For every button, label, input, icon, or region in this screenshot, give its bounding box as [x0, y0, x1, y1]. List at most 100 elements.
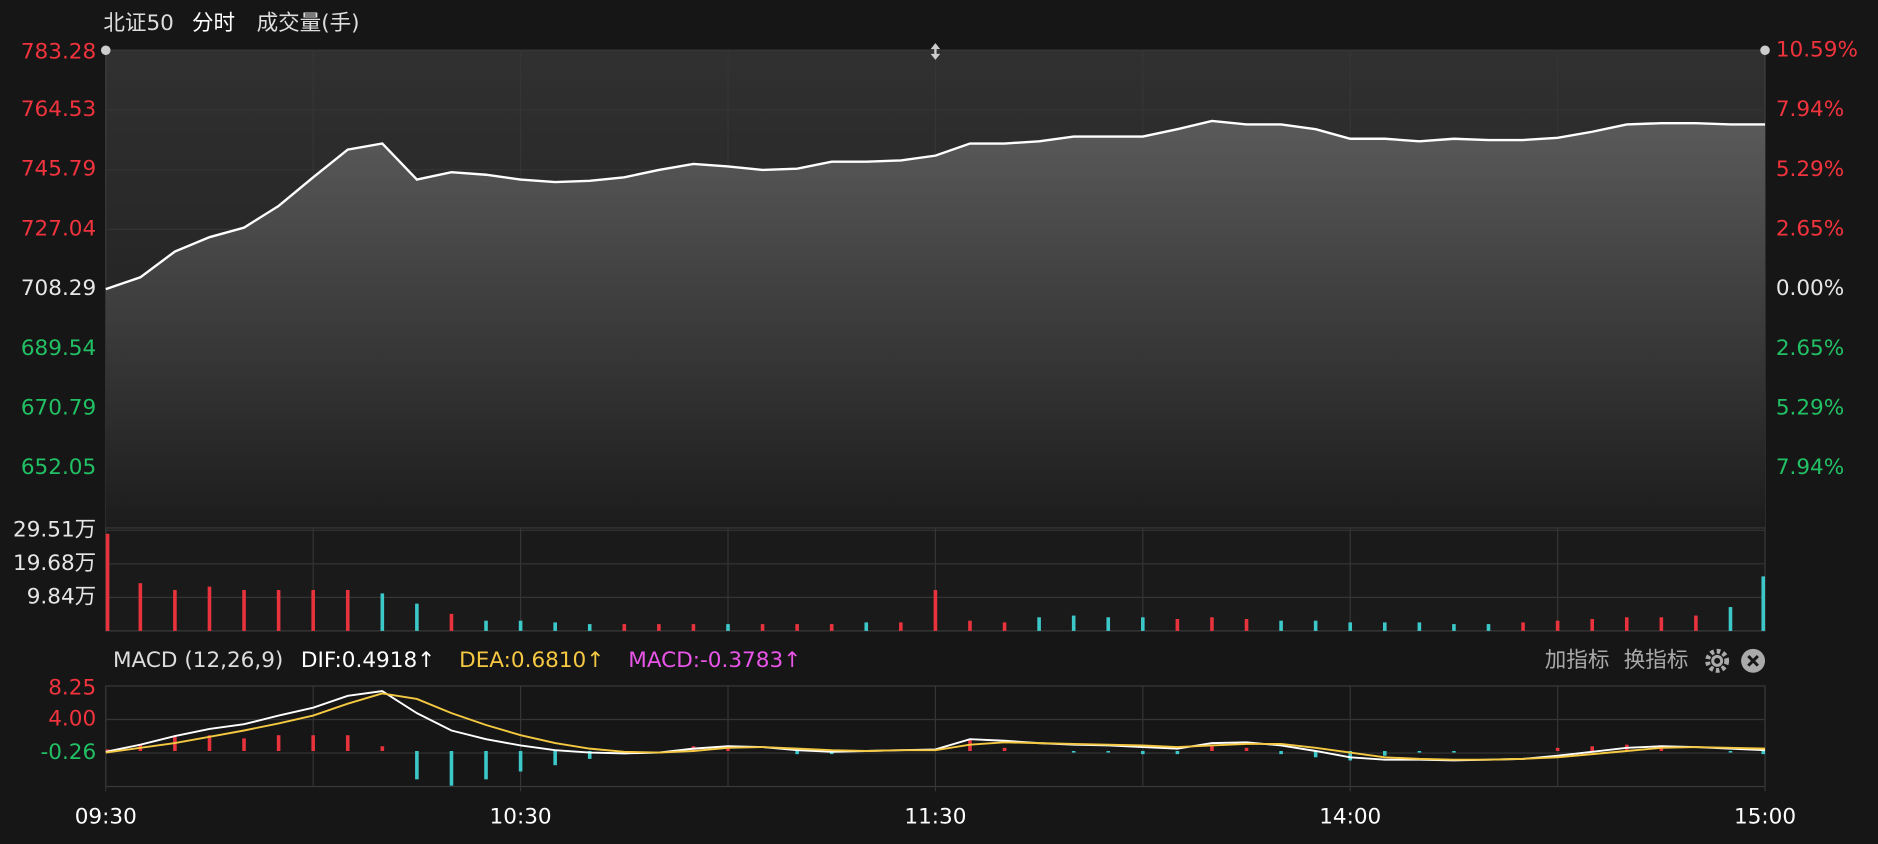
- volume-bar: [105, 533, 110, 631]
- volume-bar: [760, 624, 765, 631]
- resize-icon[interactable]: [930, 43, 941, 60]
- macd-bar: [1417, 750, 1422, 753]
- y2-tick-label: 7.94%: [1776, 455, 1844, 480]
- macd-bar: [1382, 750, 1387, 756]
- macd-bar: [795, 750, 799, 755]
- volume-bar: [1728, 607, 1733, 631]
- volume-bar: [1624, 617, 1629, 631]
- x-tick-label: 14:00: [1319, 805, 1381, 830]
- y2-tick-label: 2.65%: [1776, 216, 1844, 241]
- index-name: 北证50: [103, 11, 173, 36]
- volume-bar: [1279, 620, 1283, 631]
- y2-tick-label: 2.65%: [1776, 336, 1844, 361]
- volume-bar: [622, 624, 627, 631]
- y-tick-label: 764.53: [21, 97, 96, 122]
- legend-entry: DEA:0.6810↑: [459, 648, 604, 673]
- macd-bar: [1071, 750, 1076, 753]
- y2-tick-label: 7.94%: [1776, 97, 1844, 122]
- macd-bar: [484, 750, 488, 780]
- volume-bar: [1071, 615, 1076, 631]
- macd-bar: [1659, 747, 1664, 751]
- price-area: [105, 120, 1766, 528]
- y-tick-label: 652.05: [21, 455, 96, 480]
- macd-bar: [1002, 747, 1007, 751]
- macd-bar: [518, 750, 523, 772]
- volume-bar: [1555, 620, 1560, 631]
- volume-bar: [691, 624, 696, 631]
- settings-icon[interactable]: [1705, 648, 1730, 673]
- volume-bar: [1348, 622, 1353, 631]
- volume-bar: [1106, 617, 1111, 631]
- volume-bar: [899, 622, 903, 631]
- switch-indicator[interactable]: 换指标: [1624, 648, 1689, 673]
- close-icon[interactable]: [1741, 648, 1766, 673]
- volume-bar: [864, 622, 869, 631]
- plot: 783.28 764.53 745.79 727.04 708.29 689.54 670.…: [13, 37, 1858, 829]
- volume-bar: [587, 624, 592, 631]
- volume-bar: [726, 624, 730, 631]
- volume-bar: [1037, 617, 1041, 631]
- volume-bar: [933, 590, 938, 631]
- volume-bar: [553, 622, 557, 631]
- macd-bar: [1761, 750, 1766, 755]
- volume-bar: [276, 590, 281, 631]
- volume-bar: [518, 620, 523, 631]
- volume-bar: [1210, 617, 1214, 631]
- volume-bar: [138, 583, 143, 631]
- macd-bar: [553, 750, 557, 766]
- volume-bar: [1417, 622, 1422, 631]
- y-tick-label: 9.84万: [27, 584, 96, 609]
- volume-bar: [1659, 617, 1664, 631]
- volume-bar: [1694, 615, 1698, 631]
- volume-bar: [449, 613, 454, 631]
- volume-bar: [968, 620, 972, 631]
- volume-bar: [311, 590, 315, 631]
- macd-bar: [1590, 746, 1594, 751]
- add-indicator[interactable]: 加指标: [1545, 648, 1610, 673]
- volume-bar: [1486, 624, 1491, 631]
- x-tick-label: 15:00: [1734, 805, 1796, 830]
- volume-bar: [1521, 622, 1525, 631]
- macd-bar: [1210, 746, 1214, 751]
- macd-bar: [726, 747, 730, 751]
- y-tick-label: 8.25: [48, 675, 96, 700]
- macd-bar: [242, 738, 246, 751]
- y-tick-label: 689.54: [21, 336, 96, 361]
- volume-bar: [345, 590, 350, 631]
- volume-bar: [1590, 618, 1594, 631]
- macd-bar: [345, 735, 350, 751]
- y-tick-label: -0.26: [40, 740, 96, 765]
- macd-title: MACD (12,26,9): [113, 648, 283, 673]
- x-tick-label: 10:30: [490, 805, 552, 830]
- y-tick-label: 4.00: [48, 706, 96, 731]
- volume-bar: [657, 624, 661, 631]
- crosshair-dot: [100, 45, 111, 56]
- macd-bar: [311, 735, 315, 751]
- macd-bar: [1452, 750, 1456, 753]
- volume-bar: [1141, 617, 1145, 631]
- mode-tab[interactable]: 分时: [192, 11, 235, 36]
- y2-tick-label: 10.59%: [1776, 37, 1858, 62]
- macd-bar: [1555, 747, 1560, 751]
- volume-bar: [829, 624, 834, 631]
- macd-bar: [415, 750, 419, 780]
- macd-bar: [207, 735, 212, 751]
- volume-bar: [207, 586, 212, 631]
- macd-bar: [587, 750, 592, 759]
- volume-bar: [415, 603, 419, 631]
- x-tick-label: 11:30: [904, 805, 966, 830]
- volume-bar: [1452, 624, 1456, 631]
- macd-bar: [1313, 750, 1318, 758]
- volume-bar: [380, 593, 385, 631]
- macd-bar: [105, 749, 110, 751]
- macd-bar: [1175, 750, 1180, 755]
- volume-bar: [484, 620, 488, 631]
- macd-bar: [380, 746, 385, 751]
- volume-bar: [1175, 618, 1180, 631]
- crosshair-dot: [1760, 45, 1770, 56]
- volume-bar: [1313, 620, 1318, 631]
- macd-bar: [1141, 750, 1145, 755]
- macd-line: [105, 692, 1766, 761]
- legend-entry: MACD:-0.3783↑: [628, 648, 801, 673]
- y-tick-label: 670.79: [21, 396, 96, 421]
